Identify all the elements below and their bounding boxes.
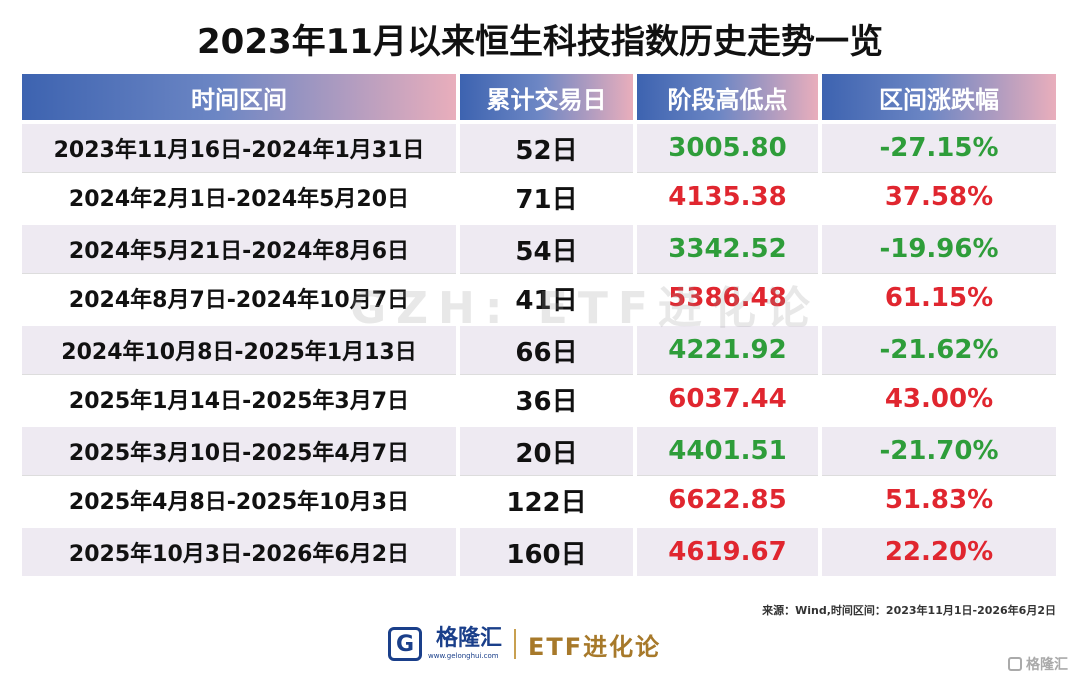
brand-etf: ETF进化论	[528, 632, 662, 661]
change-cell: 61.15%	[820, 273, 1056, 325]
period-cell: 2023年11月16日-2024年1月31日	[22, 120, 460, 173]
brand-footer: G 格隆汇 www.gelonghui.com ETF进化论	[388, 624, 661, 664]
source-note: 来源：Wind,时间区间：2023年11月1日-2026年6月2日	[762, 604, 1056, 617]
table-row: 2023年11月16日-2024年1月31日 52日 3005.80 -27.15%	[22, 120, 1056, 173]
days-cell: 66日	[458, 322, 637, 375]
period-cell: 2025年1月14日-2025年3月7日	[22, 374, 460, 426]
table-row: 2024年5月21日-2024年8月6日 54日 3342.52 -19.96%	[22, 221, 1056, 274]
level-cell: 4135.38	[635, 172, 822, 224]
gelonghui-logo-icon: G	[388, 627, 422, 661]
corner-watermark-text: 格隆汇	[1026, 657, 1068, 673]
header-period: 时间区间	[22, 74, 460, 122]
change-cell: 22.20%	[820, 524, 1056, 576]
period-cell: 2024年2月1日-2024年5月20日	[22, 172, 460, 224]
period-cell: 2025年4月8日-2025年10月3日	[22, 475, 460, 527]
change-cell: -19.96%	[820, 221, 1056, 274]
level-cell: 6037.44	[635, 374, 822, 426]
table-row: 2024年2月1日-2024年5月20日 71日 4135.38 37.58%	[22, 172, 1056, 224]
change-cell: -21.70%	[820, 423, 1056, 476]
days-cell: 52日	[458, 120, 637, 173]
header-high-low: 阶段高低点	[635, 74, 822, 122]
table-row: 2024年10月8日-2025年1月13日 66日 4221.92 -21.62%	[22, 322, 1056, 375]
table-row: 2025年1月14日-2025年3月7日 36日 6037.44 43.00%	[22, 374, 1056, 426]
corner-watermark: 格隆汇	[1008, 654, 1068, 674]
table-row: 2024年8月7日-2024年10月7日 41日 5386.48 61.15%	[22, 273, 1056, 325]
change-cell: -27.15%	[820, 120, 1056, 173]
days-cell: 36日	[458, 374, 637, 426]
days-cell: 71日	[458, 172, 637, 224]
level-cell: 4221.92	[635, 322, 822, 375]
table-row: 2025年10月3日-2026年6月2日 160日 4619.67 22.20%	[22, 524, 1056, 576]
days-cell: 122日	[458, 475, 637, 527]
brand-name: 格隆汇	[436, 626, 503, 651]
days-cell: 160日	[458, 524, 637, 576]
brand-url: www.gelonghui.com	[428, 652, 499, 660]
brand-divider	[514, 629, 517, 659]
change-cell: 43.00%	[820, 374, 1056, 426]
level-cell: 4401.51	[635, 423, 822, 476]
period-cell: 2025年10月3日-2026年6月2日	[22, 524, 460, 576]
days-cell: 41日	[458, 273, 637, 325]
days-cell: 20日	[458, 423, 637, 476]
period-cell: 2025年3月10日-2025年4月7日	[22, 423, 460, 476]
level-cell: 4619.67	[635, 524, 822, 576]
change-cell: 37.58%	[820, 172, 1056, 224]
days-cell: 54日	[458, 221, 637, 274]
level-cell: 6622.85	[635, 475, 822, 527]
header-change: 区间涨跌幅	[820, 74, 1056, 122]
header-trading-days: 累计交易日	[458, 74, 637, 122]
table-row: 2025年3月10日-2025年4月7日 20日 4401.51 -21.70%	[22, 423, 1056, 476]
index-history-table: 时间区间 累计交易日 阶段高低点 区间涨跌幅 2023年11月16日-2024年…	[22, 74, 1056, 576]
level-cell: 3005.80	[635, 120, 822, 173]
period-cell: 2024年10月8日-2025年1月13日	[22, 322, 460, 375]
period-cell: 2024年8月7日-2024年10月7日	[22, 273, 460, 325]
change-cell: 51.83%	[820, 475, 1056, 527]
gelonghui-small-icon	[1008, 657, 1022, 671]
level-cell: 5386.48	[635, 273, 822, 325]
table-header-row: 时间区间 累计交易日 阶段高低点 区间涨跌幅	[22, 74, 1056, 122]
page-title: 2023年11月以来恒生科技指数历史走势一览	[197, 22, 883, 62]
level-cell: 3342.52	[635, 221, 822, 274]
period-cell: 2024年5月21日-2024年8月6日	[22, 221, 460, 274]
table-row: 2025年4月8日-2025年10月3日 122日 6622.85 51.83%	[22, 475, 1056, 527]
change-cell: -21.62%	[820, 322, 1056, 375]
